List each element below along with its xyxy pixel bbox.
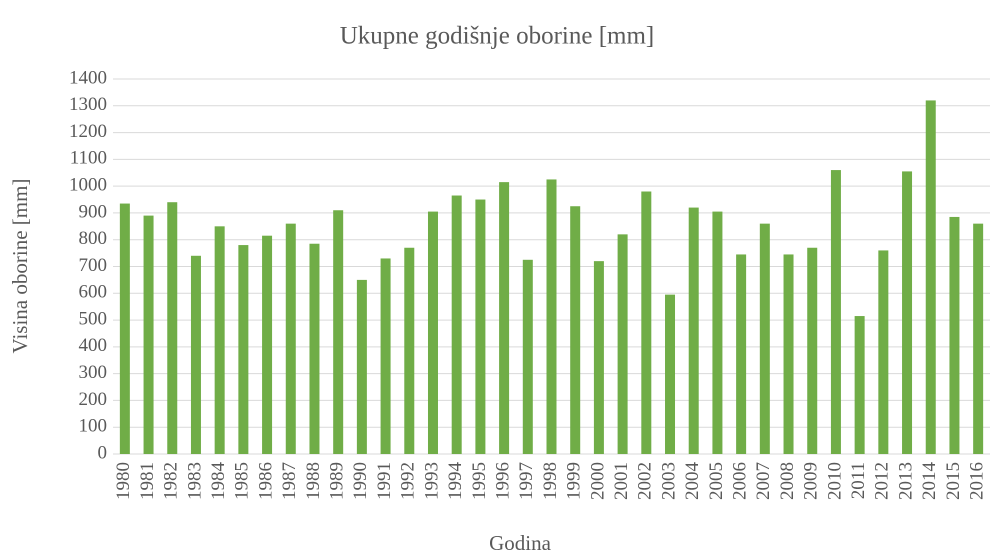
bar bbox=[902, 171, 913, 455]
y-tick-label: 800 bbox=[79, 228, 108, 249]
bar bbox=[973, 223, 984, 454]
y-tick-label: 1200 bbox=[69, 121, 107, 142]
bar bbox=[356, 279, 367, 454]
x-tick-label: 2007 bbox=[753, 462, 774, 500]
x-tick-label: 2005 bbox=[706, 462, 727, 500]
bar bbox=[404, 247, 415, 454]
x-tick-label: 1994 bbox=[445, 462, 466, 501]
x-tick-label: 1997 bbox=[516, 462, 537, 500]
x-tick-label: 2009 bbox=[801, 462, 822, 500]
bar bbox=[830, 170, 841, 455]
x-tick-label: 2014 bbox=[919, 462, 940, 501]
x-tick-label: 1982 bbox=[161, 462, 182, 500]
bar bbox=[878, 250, 889, 454]
x-tick-label: 1990 bbox=[350, 462, 371, 500]
y-tick-label: 700 bbox=[79, 255, 108, 276]
x-tick-label: 1999 bbox=[564, 462, 585, 500]
y-tick-label: 600 bbox=[79, 282, 108, 303]
bar bbox=[949, 216, 960, 454]
bar bbox=[119, 203, 130, 454]
bar bbox=[641, 191, 652, 454]
x-tick-label: 2015 bbox=[943, 462, 964, 500]
bar bbox=[759, 223, 770, 454]
bar bbox=[167, 202, 178, 454]
y-tick-label: 1000 bbox=[69, 175, 107, 196]
bar bbox=[380, 258, 391, 454]
x-tick-label: 1985 bbox=[232, 462, 253, 500]
y-tick-label: 1300 bbox=[69, 94, 107, 115]
x-tick-label: 1987 bbox=[279, 462, 300, 500]
y-tick-label: 200 bbox=[79, 389, 108, 410]
bar bbox=[783, 254, 794, 454]
y-tick-label: 400 bbox=[79, 335, 108, 356]
x-tick-label: 1991 bbox=[374, 462, 395, 500]
x-tick-label: 1986 bbox=[255, 462, 276, 500]
bar bbox=[546, 179, 557, 455]
x-tick-label: 2013 bbox=[895, 462, 916, 500]
x-tick-label: 2003 bbox=[658, 462, 679, 500]
x-tick-label: 1992 bbox=[398, 462, 419, 500]
x-tick-label: 2012 bbox=[872, 462, 893, 500]
bar bbox=[807, 247, 818, 454]
bar bbox=[617, 234, 628, 454]
x-tick-label: 1988 bbox=[303, 462, 324, 500]
y-tick-label: 100 bbox=[79, 416, 108, 437]
x-tick-label: 2000 bbox=[587, 462, 608, 500]
bar bbox=[593, 261, 604, 454]
x-tick-label: 2006 bbox=[729, 462, 750, 500]
bar bbox=[427, 211, 438, 454]
x-tick-label: 2004 bbox=[682, 462, 703, 501]
bar bbox=[854, 316, 865, 454]
y-tick-label: 900 bbox=[79, 201, 108, 222]
bar bbox=[736, 254, 747, 454]
x-tick-label: 2002 bbox=[635, 462, 656, 500]
bar bbox=[451, 195, 462, 454]
x-tick-label: 2011 bbox=[848, 462, 869, 499]
x-tick-label: 2001 bbox=[611, 462, 632, 500]
y-tick-label: 1400 bbox=[69, 67, 107, 88]
bar bbox=[285, 223, 296, 454]
bar bbox=[333, 210, 344, 454]
x-tick-label: 1995 bbox=[469, 462, 490, 500]
x-tick-label: 2016 bbox=[967, 462, 988, 500]
x-tick-label: 1984 bbox=[208, 462, 229, 501]
x-axis-label: Godina bbox=[489, 531, 552, 555]
bar bbox=[309, 243, 320, 454]
bar bbox=[522, 259, 533, 454]
y-axis-label: Visina oborine [mm] bbox=[8, 179, 32, 354]
x-tick-label: 2008 bbox=[777, 462, 798, 500]
x-tick-label: 1989 bbox=[327, 462, 348, 500]
bar bbox=[712, 211, 723, 454]
y-tick-label: 500 bbox=[79, 308, 108, 329]
y-tick-label: 1100 bbox=[70, 148, 107, 169]
bar bbox=[190, 255, 201, 454]
chart-title: Ukupne godišnje oborine [mm] bbox=[340, 23, 655, 50]
bar bbox=[262, 235, 273, 454]
y-tick-label: 0 bbox=[98, 442, 108, 463]
bar bbox=[238, 245, 249, 454]
x-tick-label: 1998 bbox=[540, 462, 561, 500]
x-tick-label: 1980 bbox=[113, 462, 134, 500]
x-tick-label: 1983 bbox=[184, 462, 205, 500]
y-tick-label: 300 bbox=[79, 362, 108, 383]
x-tick-label: 1981 bbox=[137, 462, 158, 500]
bar bbox=[688, 207, 699, 454]
bar bbox=[499, 182, 510, 454]
bar bbox=[665, 294, 676, 454]
bar bbox=[214, 226, 225, 454]
x-tick-label: 1993 bbox=[421, 462, 442, 500]
bar bbox=[143, 215, 154, 454]
x-tick-label: 2010 bbox=[824, 462, 845, 500]
x-tick-label: 1996 bbox=[492, 462, 513, 500]
bar bbox=[925, 100, 936, 454]
bar bbox=[570, 206, 581, 454]
bar bbox=[475, 199, 486, 454]
